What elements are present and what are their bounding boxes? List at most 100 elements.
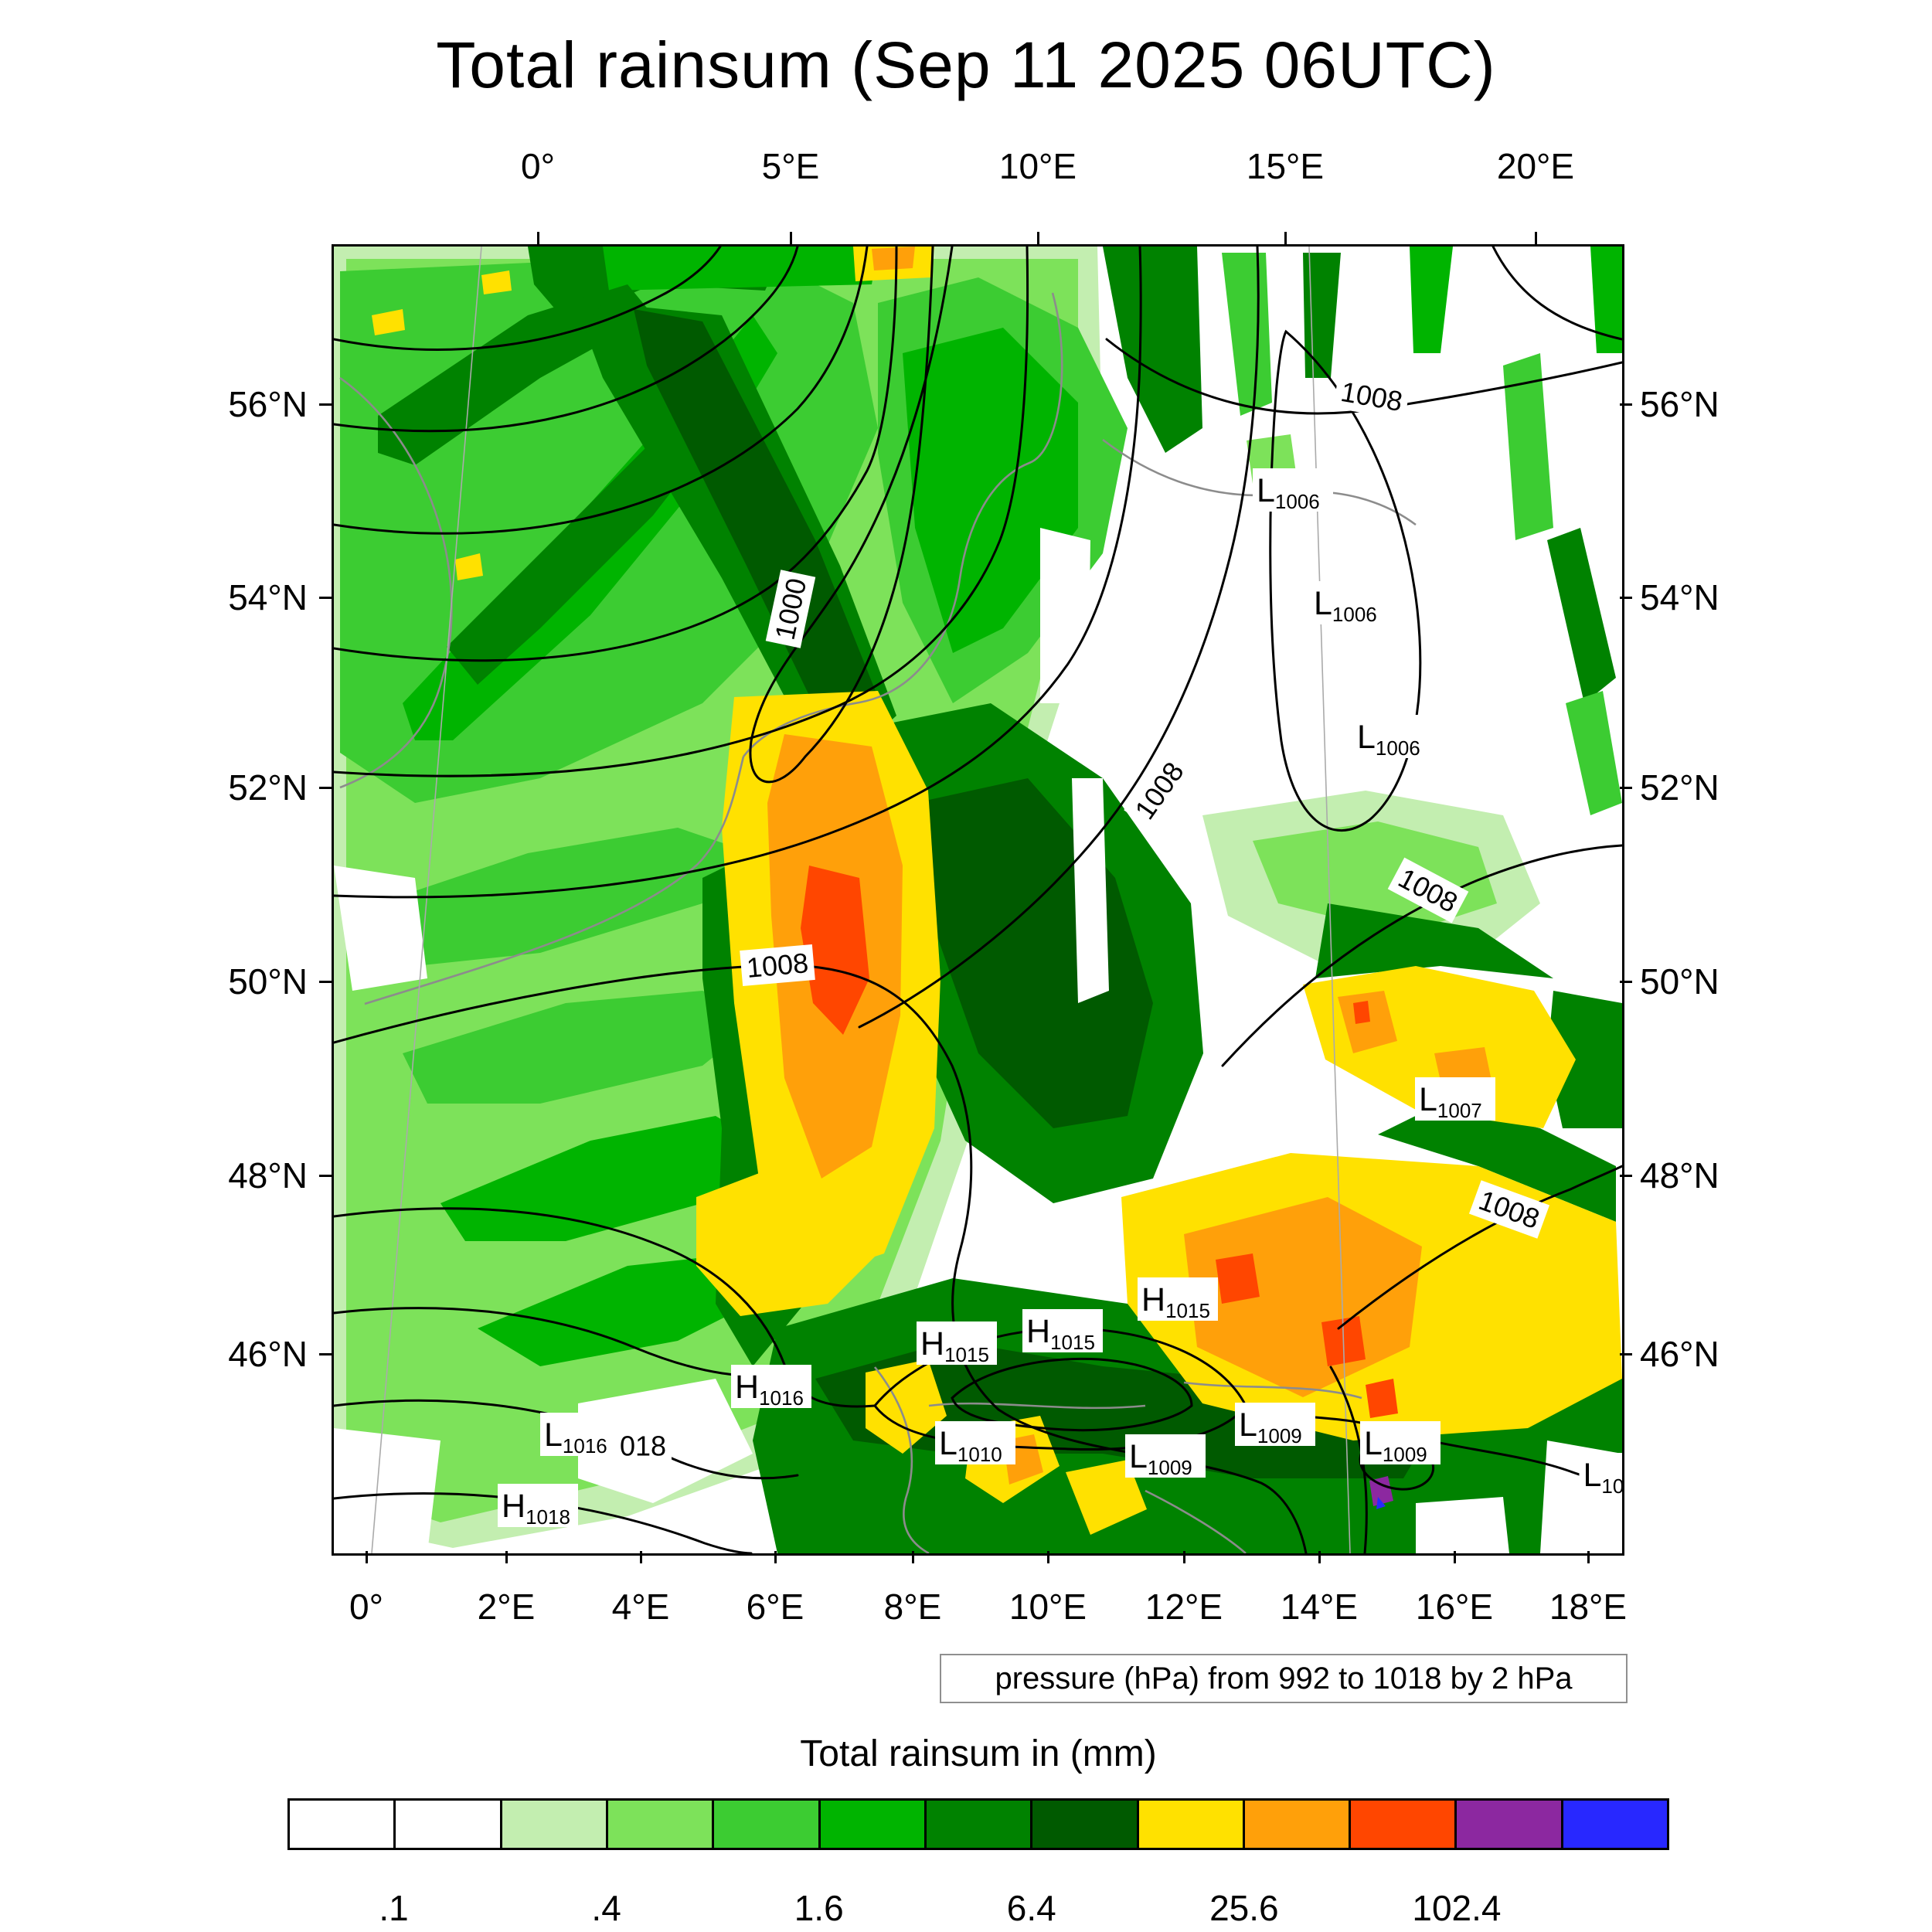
axis-tick-label: 16°E	[1415, 1587, 1494, 1627]
rain-area	[372, 309, 405, 335]
axis-tick-label: 14°E	[1280, 1587, 1359, 1627]
isobar-line	[951, 1357, 1193, 1432]
coastline	[873, 1366, 930, 1553]
isobar-line	[334, 247, 869, 535]
svg-text:H1015: H1015	[1026, 1313, 1095, 1354]
svg-text:L1006: L1006	[1314, 585, 1377, 626]
pressure-center-L1016: L1016	[540, 1413, 621, 1458]
colorbar-cell	[818, 1798, 927, 1850]
isobar-label: 1008	[1332, 372, 1411, 420]
rain-area	[478, 1253, 777, 1366]
axis-tick-label: 15°E	[1246, 146, 1325, 186]
axis-tick	[912, 1551, 914, 1563]
rain-area	[1566, 691, 1622, 815]
rain-area	[1416, 1497, 1509, 1553]
axis-tick	[505, 1551, 508, 1563]
isobar-label: 1000	[765, 570, 816, 648]
axis-tick	[640, 1551, 642, 1563]
axis-tick-label: 50°N	[228, 961, 308, 1002]
colorbar-cell	[1560, 1798, 1670, 1850]
axis-tick-label: 8°E	[883, 1587, 942, 1627]
rain-area	[1503, 353, 1553, 540]
isobar-line	[334, 247, 1029, 777]
rain-area	[1222, 253, 1272, 416]
isobar-label: 018	[614, 1428, 672, 1464]
isobar-line	[334, 247, 799, 433]
axis-tick-label: 18°E	[1549, 1587, 1628, 1627]
axis-tick	[1284, 232, 1287, 244]
axis-tick	[1454, 1551, 1456, 1563]
rain-area	[1072, 778, 1109, 1003]
rain-field	[334, 247, 1622, 1553]
figure-title: Total rainsum (Sep 11 2025 06UTC)	[436, 29, 1496, 101]
isobar-line	[749, 247, 954, 784]
axis-tick	[1620, 597, 1632, 599]
rain-area	[801, 866, 869, 1035]
axis-tick	[1535, 232, 1537, 244]
axis-tick-label: 20°E	[1496, 146, 1575, 186]
axis-tick-label: 54°N	[228, 577, 308, 617]
rain-area	[1590, 247, 1622, 353]
colorbar-cell	[1030, 1798, 1139, 1850]
axis-tick-label: 0°	[521, 146, 555, 186]
pressure-center-H1015: H1015	[1022, 1309, 1103, 1354]
pressure-center-L1006: L1006	[1353, 715, 1434, 760]
pressure-center-L1009: L1009	[1360, 1421, 1440, 1466]
pressure-legend: pressure (hPa) from 992 to 1018 by 2 hPa	[940, 1654, 1628, 1703]
rain-area	[1547, 991, 1622, 1128]
axis-tick	[366, 1551, 368, 1563]
rain-area	[1103, 247, 1202, 453]
isobar-line	[858, 247, 1260, 1029]
pressure-centers: L1006 L1006 L1006 L1007 H1016 H1015 H1015 H1015…	[498, 468, 1622, 1529]
svg-text:H1016: H1016	[735, 1369, 804, 1410]
colorbar-cell	[393, 1798, 502, 1850]
coastline	[1183, 1381, 1362, 1400]
rain-area	[481, 270, 512, 294]
rain-area	[1547, 528, 1616, 703]
svg-text:H1015: H1015	[1141, 1281, 1210, 1322]
pressure-center-L1006: L1006	[1310, 581, 1390, 626]
axis-tick	[1620, 787, 1632, 789]
axis-tick	[1318, 1551, 1321, 1563]
axis-tick	[1037, 232, 1039, 244]
rain-area	[603, 247, 878, 291]
axis-tick	[319, 981, 332, 983]
colorbar-cell	[1136, 1798, 1245, 1850]
graticule	[371, 247, 1351, 1553]
svg-text:L10: L10	[1583, 1457, 1623, 1498]
rain-area	[1366, 1379, 1398, 1418]
pressure-center-L1010: L1010	[935, 1421, 1015, 1466]
colorbar-cell	[1349, 1798, 1458, 1850]
pressure-center-H1016: H1016	[731, 1365, 811, 1410]
axis-tick	[1587, 1551, 1590, 1563]
rain-area	[634, 309, 878, 747]
axis-tick-label: 0°	[349, 1587, 383, 1627]
axis-tick-label: 48°N	[228, 1155, 308, 1196]
graticule-line	[371, 247, 482, 1553]
pressure-center-L1007: L1007	[1415, 1077, 1495, 1122]
axis-tick-label: 56°N	[228, 384, 308, 424]
rain-area	[455, 553, 483, 580]
axis-tick	[774, 1551, 777, 1563]
axis-tick-label: 52°N	[228, 767, 308, 808]
svg-text:L1016: L1016	[544, 1417, 607, 1458]
colorbar-cell	[923, 1798, 1033, 1850]
rain-area	[1378, 1104, 1616, 1222]
svg-text:L1009: L1009	[1129, 1438, 1192, 1479]
rain-area	[334, 1428, 440, 1553]
isobar-line	[334, 247, 722, 351]
axis-tick-label: 2°E	[477, 1587, 536, 1627]
axis-tick	[1620, 403, 1632, 406]
axis-tick-label: 4°E	[611, 1587, 670, 1627]
colorbar-tick-label: .1	[379, 1888, 409, 1928]
axis-tick-label: 12°E	[1145, 1587, 1223, 1627]
isobar-line	[1269, 329, 1422, 832]
coastline	[742, 292, 1063, 757]
pressure-center-L1009: L1009	[1125, 1434, 1206, 1479]
colorbar-cell	[605, 1798, 715, 1850]
rain-area	[378, 284, 653, 465]
axis-tick-label: 46°N	[228, 1334, 308, 1374]
svg-text:L1009: L1009	[1239, 1406, 1302, 1447]
axis-tick-label: 46°N	[1640, 1334, 1719, 1374]
isobar-line	[1492, 247, 1622, 341]
